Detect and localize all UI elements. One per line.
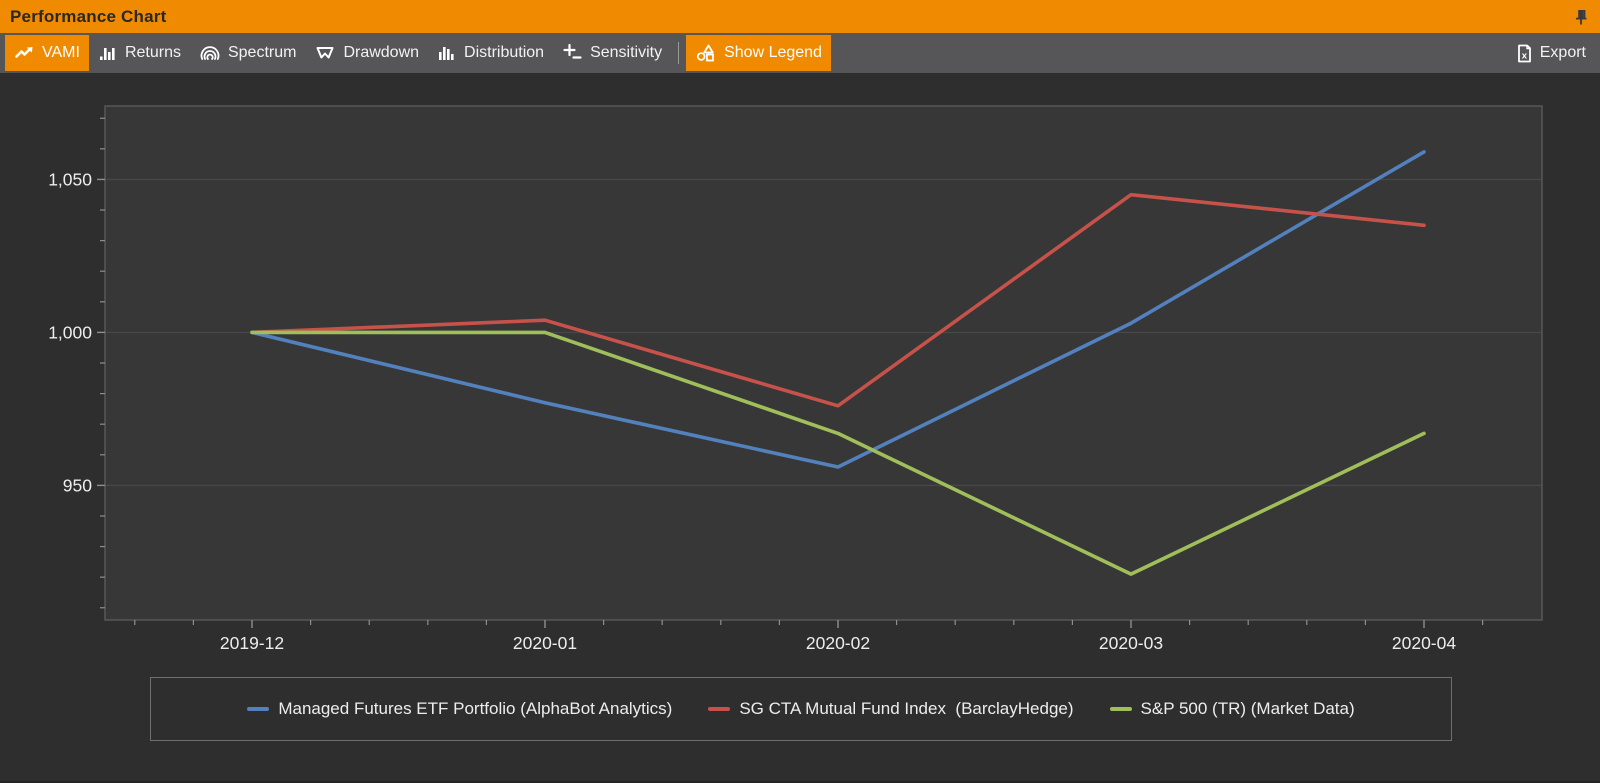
- tab-vami[interactable]: VAMI: [5, 35, 89, 71]
- pin-button[interactable]: [1572, 7, 1590, 27]
- svg-text:1,050: 1,050: [48, 169, 92, 189]
- arcs-icon: [200, 46, 220, 60]
- export-button[interactable]: x Export: [1506, 35, 1595, 71]
- svg-text:x: x: [1522, 50, 1528, 61]
- svg-text:2020-02: 2020-02: [806, 633, 870, 653]
- tab-distribution[interactable]: Distribution: [428, 35, 553, 71]
- legend-dash: [247, 707, 270, 711]
- legend-item: S&P 500 (TR) (Market Data): [1109, 699, 1355, 719]
- legend-dash: [1109, 707, 1132, 711]
- tab-drawdown[interactable]: Drawdown: [305, 35, 428, 71]
- shapes-icon: [696, 44, 714, 62]
- plus-minus-icon: [563, 43, 582, 59]
- chart-area: 950 1,000 1,050 2019-12 2020-01 2020-02 2020-0…: [0, 73, 1600, 783]
- svg-text:2020-03: 2020-03: [1099, 633, 1163, 653]
- tab-returns[interactable]: Returns: [89, 35, 190, 71]
- title-bar: Performance Chart: [0, 0, 1600, 33]
- legend-label: Managed Futures ETF Portfolio (AlphaBot …: [278, 699, 673, 718]
- series-line: [250, 330, 1426, 576]
- svg-text:950: 950: [63, 475, 92, 495]
- tab-sensitivity[interactable]: Sensitivity: [553, 35, 671, 71]
- legend-item: SG CTA Mutual Fund Index (BarclayHedge): [708, 699, 1074, 719]
- legend-label: SG CTA Mutual Fund Index (BarclayHedge): [739, 699, 1074, 718]
- legend-label: S&P 500 (TR) (Market Data): [1140, 699, 1355, 718]
- trend-line-icon: [15, 47, 33, 58]
- bar-chart-icon: [99, 48, 115, 60]
- svg-text:2020-01: 2020-01: [513, 633, 577, 653]
- pushpin-icon: [1576, 9, 1587, 24]
- series-line: [250, 192, 1426, 408]
- chart-toolbar: VAMI Returns Spectrum Drawdown: [0, 33, 1600, 73]
- histogram-icon: [439, 47, 454, 60]
- legend-dash: [708, 707, 731, 711]
- tab-spectrum[interactable]: Spectrum: [190, 35, 305, 71]
- toolbar-separator: [678, 42, 680, 64]
- panel-title: Performance Chart: [10, 6, 167, 26]
- vami-line-chart[interactable]: 950 1,000 1,050 2019-12 2020-01 2020-02 2020-0…: [0, 73, 1600, 783]
- svg-text:1,000: 1,000: [48, 322, 92, 342]
- series-line: [250, 150, 1426, 469]
- show-legend-toggle[interactable]: Show Legend: [686, 35, 831, 71]
- legend-item: Managed Futures ETF Portfolio (AlphaBot …: [247, 699, 672, 719]
- svg-text:2019-12: 2019-12: [220, 633, 284, 653]
- chart-legend: Managed Futures ETF Portfolio (AlphaBot …: [150, 677, 1452, 741]
- excel-file-icon: x: [1517, 44, 1531, 62]
- svg-text:2020-04: 2020-04: [1392, 633, 1456, 653]
- pennant-icon: [316, 47, 334, 59]
